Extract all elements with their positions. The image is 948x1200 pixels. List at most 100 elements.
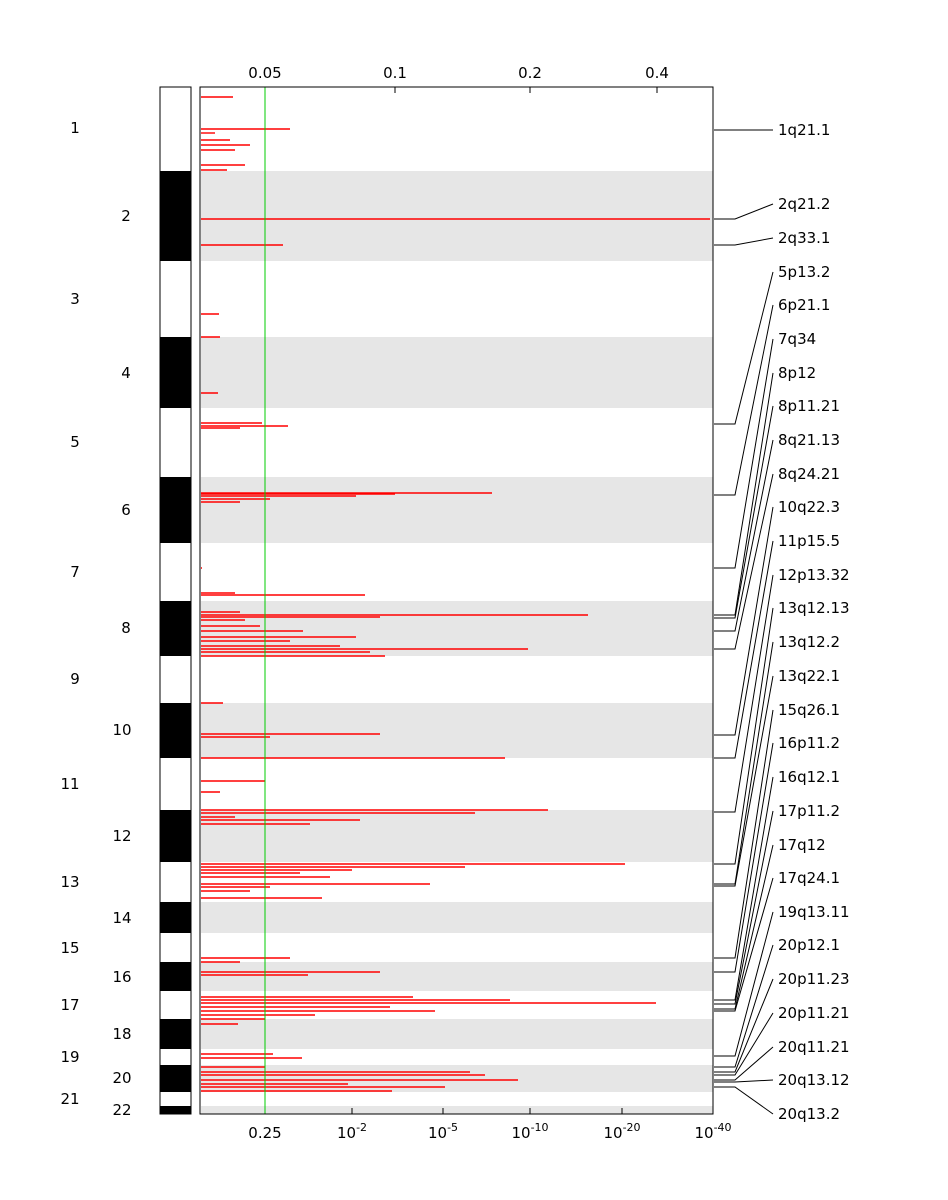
chromosome-bands xyxy=(201,171,713,1114)
chrom-label-2: 2 xyxy=(121,207,131,225)
peak-label-20p11.23: 20p11.23 xyxy=(778,970,850,988)
chrom-band-16 xyxy=(201,962,713,991)
peak-label-2q33.1: 2q33.1 xyxy=(778,229,830,247)
chrom-band-4 xyxy=(201,337,713,408)
ideogram-chrom-4 xyxy=(160,337,191,408)
peak-label-20q13.2: 20q13.2 xyxy=(778,1105,840,1123)
peak-leader-line xyxy=(714,203,774,220)
peak-leader-line xyxy=(714,675,774,887)
ideogram-chrom-16 xyxy=(160,962,191,991)
ideogram-chrom-2 xyxy=(160,171,191,261)
chrom-label-7: 7 xyxy=(70,563,80,581)
peak-leader-line xyxy=(714,911,774,1057)
ideogram-chrom-22 xyxy=(160,1106,191,1114)
peak-label-17q24.1: 17q24.1 xyxy=(778,869,840,887)
bottom-axis: 0.25 10-2 10-5 10-10 10-20 10-40 xyxy=(248,1108,732,1142)
peak-leader-line xyxy=(714,1079,774,1083)
peak-label-16p11.2: 16p11.2 xyxy=(778,734,840,752)
chrom-band-14 xyxy=(201,902,713,933)
peak-leader-line xyxy=(714,944,774,1068)
peak-leader-line xyxy=(714,439,774,632)
bottom-tick-label: 10-5 xyxy=(428,1121,458,1142)
peak-label-20q13.12: 20q13.12 xyxy=(778,1071,850,1089)
chrom-band-6 xyxy=(201,477,713,543)
peak-label-19q13.11: 19q13.11 xyxy=(778,903,850,921)
top-tick-label: 0.1 xyxy=(383,64,407,82)
peak-leader-line xyxy=(714,338,774,569)
ideogram-chrom-8 xyxy=(160,601,191,656)
peak-leader-line xyxy=(714,1046,774,1081)
chrom-label-10: 10 xyxy=(112,721,131,739)
peak-leader-line xyxy=(714,641,774,885)
cn-segments xyxy=(201,96,710,1092)
bottom-tick-label: 0.25 xyxy=(248,1124,281,1142)
chrom-band-18 xyxy=(201,1019,713,1049)
chrom-band-8 xyxy=(201,601,713,656)
peak-label-20p12.1: 20p12.1 xyxy=(778,936,840,954)
peak-label-6p21.1: 6p21.1 xyxy=(778,296,830,314)
chrom-label-3: 3 xyxy=(70,290,80,308)
peak-labels: 1q21.1 2q21.2 2q33.1 5p13.2 6p21.1 7q34 8p12 8p… xyxy=(714,121,850,1123)
plot-frame xyxy=(199,86,714,1115)
chrom-label-17: 17 xyxy=(60,996,79,1014)
chrom-label-6: 6 xyxy=(121,501,131,519)
chrom-label-11: 11 xyxy=(60,775,79,793)
ideogram-chrom-12 xyxy=(160,810,191,862)
peak-leader-line xyxy=(714,742,774,973)
ideogram-chrom-6 xyxy=(160,477,191,543)
chrom-label-19: 19 xyxy=(60,1048,79,1066)
chrom-label-1: 1 xyxy=(70,119,80,137)
peak-leader-line xyxy=(714,844,774,1010)
peak-leader-line xyxy=(714,237,774,246)
peak-label-13q12.2: 13q12.2 xyxy=(778,633,840,651)
ideogram-chrom-20 xyxy=(160,1065,191,1092)
chrom-label-21: 21 xyxy=(60,1090,79,1108)
peak-label-5p13.2: 5p13.2 xyxy=(778,263,830,281)
peak-leader-line xyxy=(714,1012,774,1076)
bottom-tick-label: 10-2 xyxy=(337,1121,367,1142)
peak-leader-line xyxy=(714,607,774,865)
peak-label-13q12.13: 13q12.13 xyxy=(778,599,850,617)
chrom-label-15: 15 xyxy=(60,939,79,957)
peak-leader-line xyxy=(714,978,774,1073)
chrom-label-12: 12 xyxy=(112,827,131,845)
peak-leader-line xyxy=(714,506,774,736)
bottom-tick-label: 10-20 xyxy=(603,1121,640,1142)
peak-leader-line xyxy=(714,877,774,1012)
peak-label-20q11.21: 20q11.21 xyxy=(778,1038,850,1056)
peak-label-17p11.2: 17p11.2 xyxy=(778,802,840,820)
peak-leader-line xyxy=(714,405,774,619)
chrom-label-14: 14 xyxy=(112,909,131,927)
chrom-label-8: 8 xyxy=(121,619,131,637)
bottom-tick-label: 10-40 xyxy=(694,1121,731,1142)
peak-label-7q34: 7q34 xyxy=(778,330,816,348)
peak-label-13q22.1: 13q22.1 xyxy=(778,667,840,685)
top-tick-label: 0.4 xyxy=(645,64,669,82)
peak-label-10q22.3: 10q22.3 xyxy=(778,498,840,516)
peak-label-17q12: 17q12 xyxy=(778,836,826,854)
peak-label-8p11.21: 8p11.21 xyxy=(778,397,840,415)
bottom-tick-label: 10-10 xyxy=(511,1121,548,1142)
peak-leader-line xyxy=(714,271,774,425)
chrom-label-13: 13 xyxy=(60,873,79,891)
peak-label-12p13.32: 12p13.32 xyxy=(778,566,850,584)
chrom-label-22: 22 xyxy=(112,1101,131,1119)
peak-label-2q21.2: 2q21.2 xyxy=(778,195,830,213)
peak-leader-line xyxy=(714,709,774,959)
peak-label-16q12.1: 16q12.1 xyxy=(778,768,840,786)
chrom-band-12 xyxy=(201,810,713,862)
peak-leader-line xyxy=(714,304,774,496)
ideogram-chrom-10 xyxy=(160,703,191,758)
peak-label-8q21.13: 8q21.13 xyxy=(778,431,840,449)
peak-leader-line xyxy=(714,810,774,1005)
chrom-band-2 xyxy=(201,171,713,261)
peak-leader-line xyxy=(714,574,774,813)
top-axis: 0.05 0.1 0.2 0.4 xyxy=(248,64,669,93)
chrom-band-10 xyxy=(201,703,713,758)
chrom-band-20 xyxy=(201,1065,713,1092)
peak-label-8q24.21: 8q24.21 xyxy=(778,465,840,483)
chrom-label-5: 5 xyxy=(70,433,80,451)
peak-label-8p12: 8p12 xyxy=(778,364,816,382)
peak-label-15q26.1: 15q26.1 xyxy=(778,701,840,719)
